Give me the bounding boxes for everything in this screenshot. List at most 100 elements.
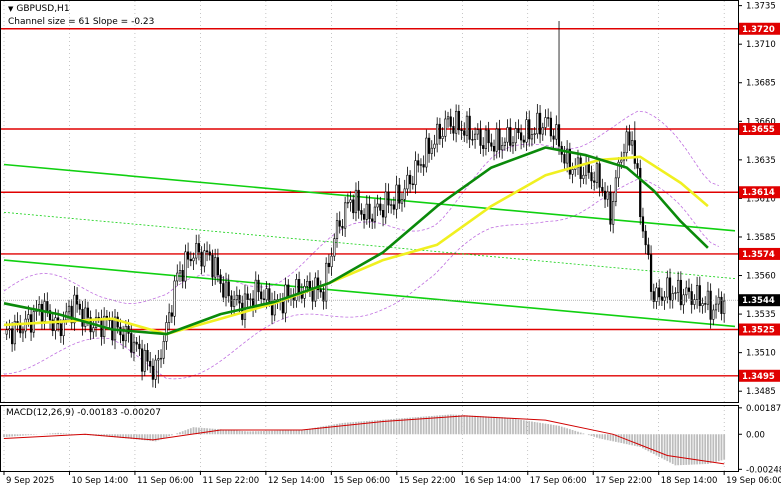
candle-body (13, 321, 16, 345)
level-price-box (739, 123, 780, 136)
candle-body (476, 129, 479, 135)
candle-body (698, 285, 701, 307)
candle-body (122, 334, 125, 342)
candle-body (430, 147, 433, 154)
candle-body (617, 161, 620, 179)
candle-body (579, 157, 582, 179)
candle-body (5, 329, 8, 335)
price-tick-label: 1.3660 (746, 117, 776, 127)
candle-body (563, 154, 566, 164)
candle-body (216, 257, 219, 276)
candle-body (555, 124, 558, 140)
candle-body (501, 145, 504, 151)
candle-body (176, 272, 179, 282)
candle-body (557, 124, 561, 147)
time-tick-label: 10 Sep 14:00 (71, 476, 128, 486)
candle-body (547, 117, 550, 119)
candle-body (173, 280, 176, 317)
symbol-text: GBPUSD,H1 (16, 4, 70, 14)
candle-body (189, 258, 192, 262)
candle-body (219, 274, 222, 284)
candle-body (671, 293, 674, 301)
level-price-label: 1.3614 (742, 188, 775, 198)
candle-body (530, 134, 534, 140)
candle-body (544, 117, 547, 128)
candle-body (8, 328, 11, 331)
candle-body (614, 177, 617, 202)
candle-body (92, 327, 95, 333)
candle-body (135, 341, 138, 345)
candle-body (674, 292, 677, 294)
price-tick-label: 1.3535 (746, 310, 776, 320)
candle-body (354, 189, 358, 214)
candle-body (138, 343, 141, 350)
candle-body (701, 303, 704, 307)
level-price-box (739, 186, 780, 199)
candle-body (538, 112, 542, 135)
price-tick-label: 1.3710 (746, 40, 776, 50)
candle-body (606, 191, 609, 200)
candle-body (492, 145, 496, 152)
candle-body (335, 220, 339, 240)
candle-body (192, 257, 195, 262)
candle-body (249, 298, 252, 301)
candle-body (598, 163, 601, 188)
candle-body (668, 277, 672, 301)
candle-body (587, 163, 590, 173)
candle-body (441, 135, 444, 139)
candle-body (595, 163, 599, 183)
candle-body (658, 287, 661, 298)
macd-tick-label: -0.00248 (746, 465, 781, 475)
candle-body (593, 180, 596, 183)
candle-body (398, 184, 401, 204)
candle-body (422, 164, 425, 168)
candle-body (306, 280, 309, 287)
candle-body (660, 296, 664, 301)
candle-body (140, 348, 144, 372)
candle-body (571, 169, 574, 175)
candle-body (390, 204, 393, 206)
candle-body (48, 310, 52, 321)
candle-body (265, 288, 268, 301)
candle-body (203, 250, 206, 267)
candle-body (54, 317, 57, 332)
candle-body (311, 288, 314, 302)
candle-body (73, 294, 76, 324)
time-tick-label: 16 Sep 14:00 (464, 476, 521, 486)
candle-body (473, 133, 477, 140)
candle-body (468, 115, 471, 140)
time-tick-label: 9 Sep 2025 (6, 476, 54, 486)
candle-body (479, 129, 482, 146)
price-tick-label: 1.3635 (746, 156, 776, 166)
candle-body (287, 284, 290, 298)
candle-body (214, 257, 217, 278)
candle-body (130, 333, 133, 353)
candle-body (490, 142, 493, 147)
candle-body (636, 163, 639, 169)
candle-body (186, 251, 190, 260)
candle-body (146, 349, 149, 362)
candle-body (620, 159, 623, 163)
candle-body (682, 294, 685, 306)
collapse-triangle-icon[interactable]: ▼ (8, 5, 14, 13)
candle-body (517, 128, 520, 134)
candle-body (352, 199, 355, 214)
candle-body (520, 132, 523, 141)
candle-body (262, 298, 266, 301)
price-tick-label: 1.3485 (746, 387, 776, 397)
candle-body (208, 251, 211, 256)
candle-body (511, 142, 515, 146)
candle-body (365, 203, 368, 220)
candle-body (425, 137, 428, 168)
channel-line (3, 259, 736, 328)
candle-body (706, 290, 710, 305)
candle-body (346, 202, 349, 204)
candle-body (419, 164, 423, 166)
candle-body (417, 160, 420, 166)
candle-body (21, 330, 25, 334)
candle-body (195, 243, 198, 259)
candle-body (168, 312, 171, 323)
candle-body (178, 269, 182, 274)
level-price-label: 1.3655 (742, 125, 775, 135)
time-tick-label: 17 Sep 06:00 (530, 476, 587, 486)
